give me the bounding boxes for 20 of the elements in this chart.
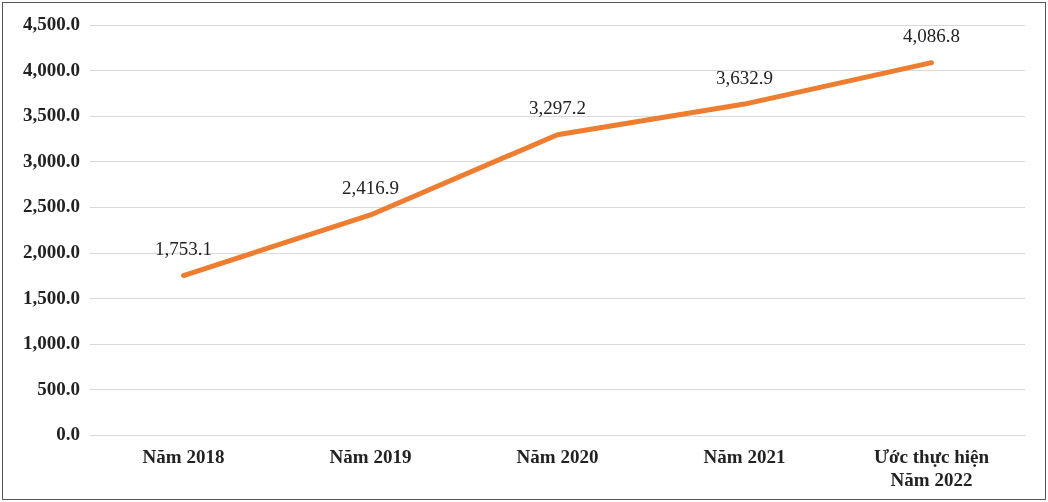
y-tick-label: 0.0: [56, 423, 80, 445]
y-tick-label: 2,000.0: [23, 240, 80, 262]
y-tick-label: 1,000.0: [23, 332, 80, 354]
y-tick-label: 500.0: [37, 377, 80, 399]
y-tick-label: 2,500.0: [23, 195, 80, 217]
data-label: 4,086.8: [903, 25, 960, 47]
y-tick-label: 1,500.0: [23, 286, 80, 308]
x-tick-label: Năm 2018: [142, 445, 225, 467]
y-tick-label: 3,500.0: [23, 104, 80, 126]
x-tick-label: Năm 2019: [329, 445, 412, 467]
data-label: 1,753.1: [155, 238, 212, 259]
y-tick-label: 4,000.0: [23, 58, 80, 80]
data-label: 3,632.9: [716, 66, 773, 88]
data-label: 3,297.2: [529, 97, 586, 119]
data-label: 2,416.9: [342, 177, 399, 199]
x-tick-label: Ước thực hiện Năm 2022: [873, 445, 990, 490]
x-tick-label: Năm 2021: [703, 445, 786, 467]
x-tick-label: Năm 2020: [516, 445, 599, 467]
y-tick-label: 4,500.0: [23, 12, 80, 34]
y-tick-label: 3,000.0: [23, 149, 80, 171]
